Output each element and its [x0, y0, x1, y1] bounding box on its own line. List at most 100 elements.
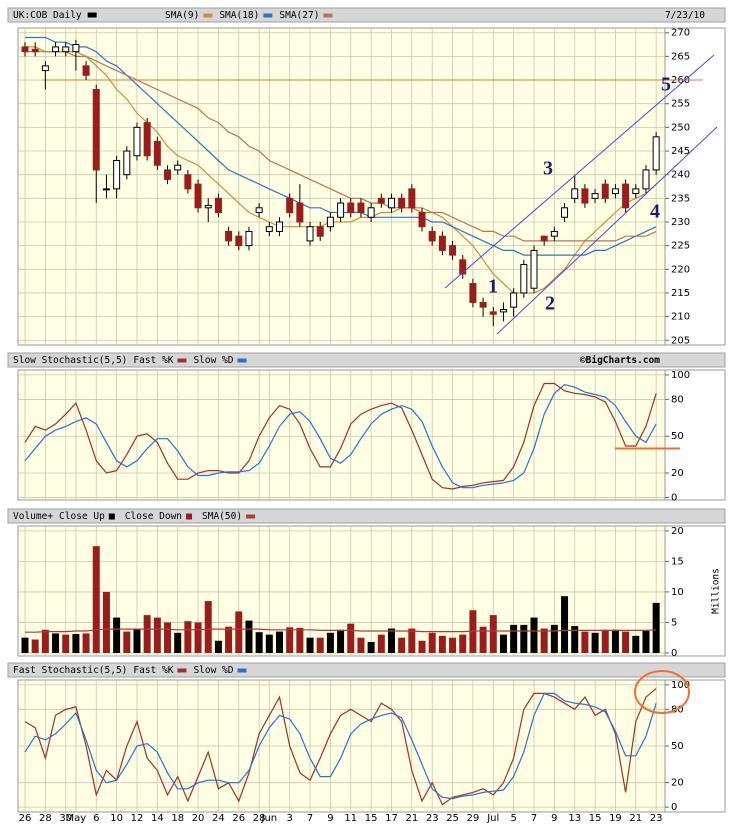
volume-bar [601, 629, 609, 653]
candle-body [276, 221, 283, 232]
annotation: 2 [545, 293, 555, 315]
candle-body [347, 202, 355, 214]
volume-bar [418, 640, 426, 653]
volume-bar [642, 630, 650, 653]
candle-body [581, 188, 589, 204]
volume-bar [652, 602, 660, 653]
trend-channel-lower [496, 126, 718, 335]
y-tick-label: 0 [671, 648, 677, 659]
y-tick-label: 225 [671, 241, 690, 252]
x-tick-label: 25 [446, 813, 459, 824]
x-tick-label: 13 [568, 813, 581, 824]
candle-body [601, 183, 609, 199]
panel-header [7, 7, 726, 23]
candle-body [286, 197, 294, 214]
y-tick-label: 255 [671, 99, 690, 110]
candle-body [449, 245, 457, 256]
candle-body [520, 264, 528, 294]
x-tick-label: 6 [93, 813, 99, 824]
candle-body [642, 169, 650, 190]
marks: UK:COB Daily SMA(9) SMA(18) SMA(27) 7/23/10 2… [13, 10, 722, 824]
y-tick-label: 10 [671, 587, 684, 598]
y-tick-label: 15 [671, 556, 684, 567]
credit: ©BigCharts.com [580, 355, 660, 366]
candle-body [245, 230, 253, 247]
candle-body [255, 207, 263, 214]
x-tick-label: 19 [609, 813, 622, 824]
panel-header [7, 508, 726, 524]
x-tick-label: 12 [131, 813, 144, 824]
drawings [444, 54, 718, 714]
volume-bar [428, 632, 436, 653]
candle-body [102, 188, 110, 191]
volume-bar [21, 637, 29, 653]
y-tick-label: 230 [671, 217, 690, 228]
volume-bar [449, 637, 457, 653]
x-tick-label: May [66, 813, 87, 824]
x-tick-label: 15 [589, 813, 602, 824]
volume-bar [164, 622, 172, 653]
candle-body [316, 226, 324, 237]
x-tick-label: 24 [212, 813, 225, 824]
panel-title: Volume+ [13, 511, 53, 522]
highlight-circle [634, 670, 690, 714]
x-tick-label: 10 [110, 813, 123, 824]
candle-body [164, 169, 172, 180]
legend-swatch [186, 513, 193, 520]
volume-bar [225, 626, 233, 653]
series-line [24, 692, 657, 800]
panel-header [7, 352, 726, 368]
candle-body [265, 226, 273, 232]
volume-bar [408, 628, 416, 653]
volume-bar [286, 627, 294, 653]
legend-swatch [177, 358, 187, 363]
candle-body [41, 65, 49, 72]
volume-bar [235, 611, 243, 653]
volume-bar [459, 634, 467, 653]
x-tick-label: 5 [510, 813, 516, 824]
annotation: 5 [661, 74, 671, 96]
candle-body [357, 202, 365, 214]
legend-label: Close Down [125, 511, 182, 522]
legend-swatch [263, 13, 273, 18]
panel-title: Slow Stochastic(5,5) [13, 355, 127, 366]
volume-bar [581, 631, 589, 653]
candle-body [530, 249, 538, 289]
y-tick-label: 235 [671, 193, 690, 204]
candle-body [296, 202, 304, 223]
candle-body [489, 311, 497, 315]
volume-bar [530, 617, 538, 653]
candle-body [398, 197, 406, 209]
legend-label: SMA(50) [202, 511, 242, 522]
volume-bar [398, 637, 406, 653]
y-tick-label: 100 [671, 370, 690, 381]
x-tick-label: 11 [344, 813, 357, 824]
annotation: 3 [543, 158, 553, 180]
volume-bar [489, 615, 497, 653]
x-tick-label: 9 [327, 813, 333, 824]
x-tick-label: 18 [171, 813, 184, 824]
volume-bar [571, 626, 579, 653]
y-tick-label: 80 [671, 394, 684, 405]
candle-body [418, 212, 426, 228]
volume-bar [113, 617, 121, 653]
volume-bar [133, 628, 141, 653]
series-line [25, 51, 657, 242]
x-tick-label: 20 [192, 813, 205, 824]
x-tick-label: 3 [286, 813, 292, 824]
volume-bar [52, 633, 60, 653]
series-line [24, 384, 657, 489]
y-tick-label: 205 [671, 335, 690, 346]
volume-bar [622, 631, 630, 653]
candle-body [428, 230, 436, 242]
y-tick-label: 100 [671, 680, 690, 691]
legend-label: Fast %K [133, 355, 173, 366]
candle-body [194, 183, 202, 209]
volume-bar [479, 626, 487, 653]
candle-body [82, 65, 90, 76]
volume-bar [296, 627, 304, 653]
x-tick-label: 14 [151, 813, 164, 824]
candle-body [540, 235, 548, 242]
axis-area [664, 27, 726, 346]
volume-bar [561, 596, 569, 653]
